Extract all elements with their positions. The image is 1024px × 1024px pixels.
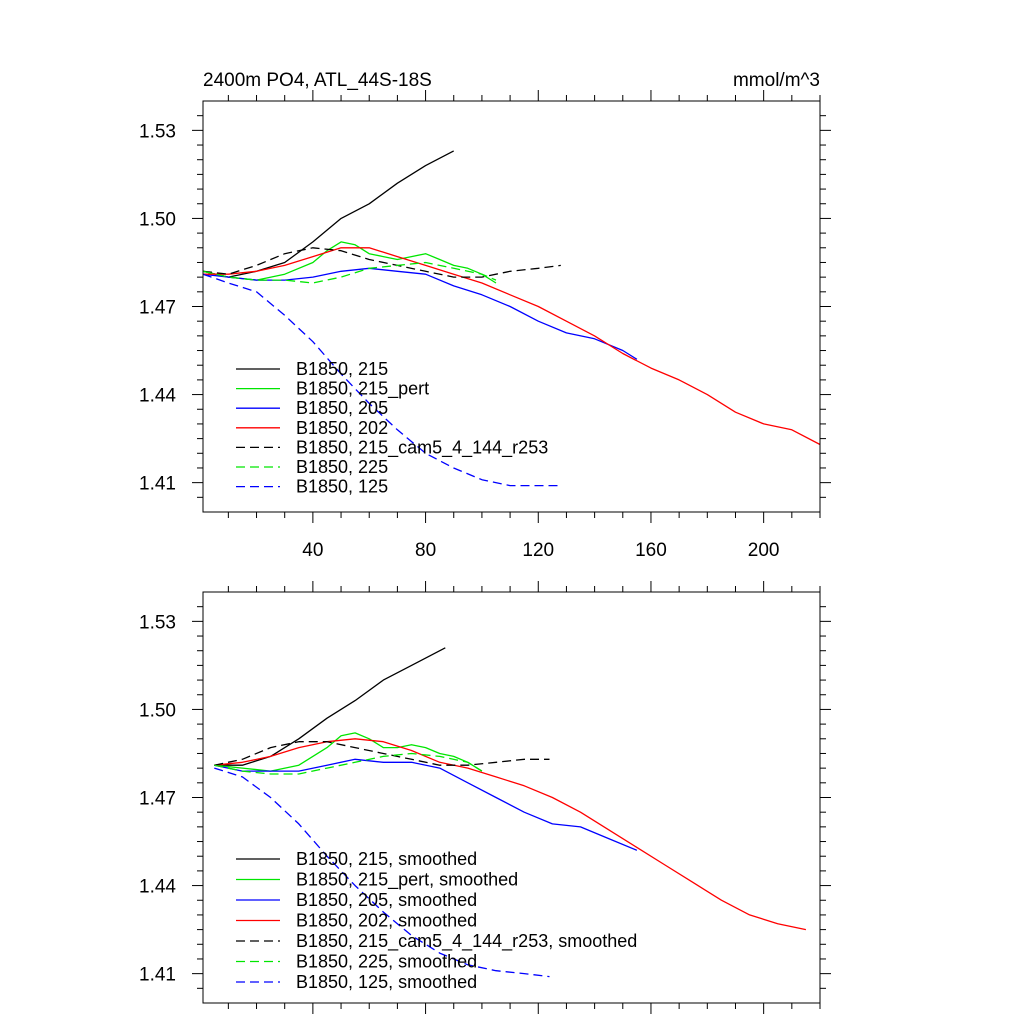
legend-label: B1850, 225 bbox=[296, 457, 388, 477]
series-line bbox=[214, 647, 446, 766]
legend-label: B1850, 215 bbox=[296, 359, 388, 379]
series-line bbox=[203, 247, 821, 446]
x-tick-label: 40 bbox=[302, 540, 323, 561]
legend-label: B1850, 215, smoothed bbox=[296, 849, 477, 869]
series-line bbox=[214, 752, 483, 775]
legend-label: B1850, 215_cam5_4_144_r253, smoothed bbox=[296, 931, 637, 952]
x-tick-label: 200 bbox=[748, 540, 780, 561]
legend-label: B1850, 202, smoothed bbox=[296, 911, 477, 931]
series-line bbox=[202, 267, 638, 360]
legend-label: B1850, 215_cam5_4_144_r253 bbox=[296, 437, 548, 458]
series-line bbox=[202, 150, 455, 278]
y-tick-label: 1.41 bbox=[139, 965, 176, 986]
chart-title: 2400m PO4, ATL_44S-18S bbox=[203, 70, 432, 91]
legend-label: B1850, 215_pert, smoothed bbox=[296, 870, 518, 891]
series-line bbox=[214, 758, 638, 851]
bottom-panel: 1.53 1.50 1.47 1.44 1.41 B1850, 215, smoothe… bbox=[139, 581, 831, 1014]
legend-label: B1850, 205 bbox=[296, 398, 388, 418]
y-tick-label: 1.53 bbox=[139, 121, 176, 142]
legend-label: B1850, 215_pert bbox=[296, 379, 429, 400]
series-line bbox=[214, 732, 483, 772]
y-tick-label: 1.44 bbox=[139, 386, 176, 407]
x-tick-label: 120 bbox=[522, 540, 554, 561]
series-line bbox=[214, 738, 807, 931]
legend-label: B1850, 125 bbox=[296, 477, 388, 497]
legend-label: B1850, 125, smoothed bbox=[296, 972, 477, 992]
series-line bbox=[202, 247, 561, 278]
plot-frame-bottom bbox=[202, 591, 821, 1004]
y-tick-label: 1.44 bbox=[139, 877, 176, 898]
x-tick-label: 80 bbox=[415, 540, 436, 561]
units-label: mmol/m^3 bbox=[733, 70, 820, 91]
y-tick-label: 1.50 bbox=[139, 209, 176, 230]
y-tick-label: 1.41 bbox=[139, 474, 176, 495]
y-tick-label: 1.47 bbox=[139, 298, 176, 319]
legend-label: B1850, 225, smoothed bbox=[296, 952, 477, 972]
series-line bbox=[202, 261, 497, 284]
top-panel: 2400m PO4, ATL_44S-18S mmol/m^3 40 80 120 1… bbox=[139, 70, 831, 561]
legend-label: B1850, 202 bbox=[296, 418, 388, 438]
series-line bbox=[214, 741, 550, 766]
x-tick-label: 160 bbox=[635, 540, 667, 561]
plot-frame-top bbox=[202, 100, 821, 513]
series-line bbox=[202, 273, 561, 487]
y-tick-label: 1.50 bbox=[139, 700, 176, 721]
series-line bbox=[202, 241, 497, 284]
y-tick-label: 1.47 bbox=[139, 789, 176, 810]
legend-label: B1850, 205, smoothed bbox=[296, 890, 477, 910]
y-tick-label: 1.53 bbox=[139, 612, 176, 633]
series-line bbox=[214, 767, 550, 978]
